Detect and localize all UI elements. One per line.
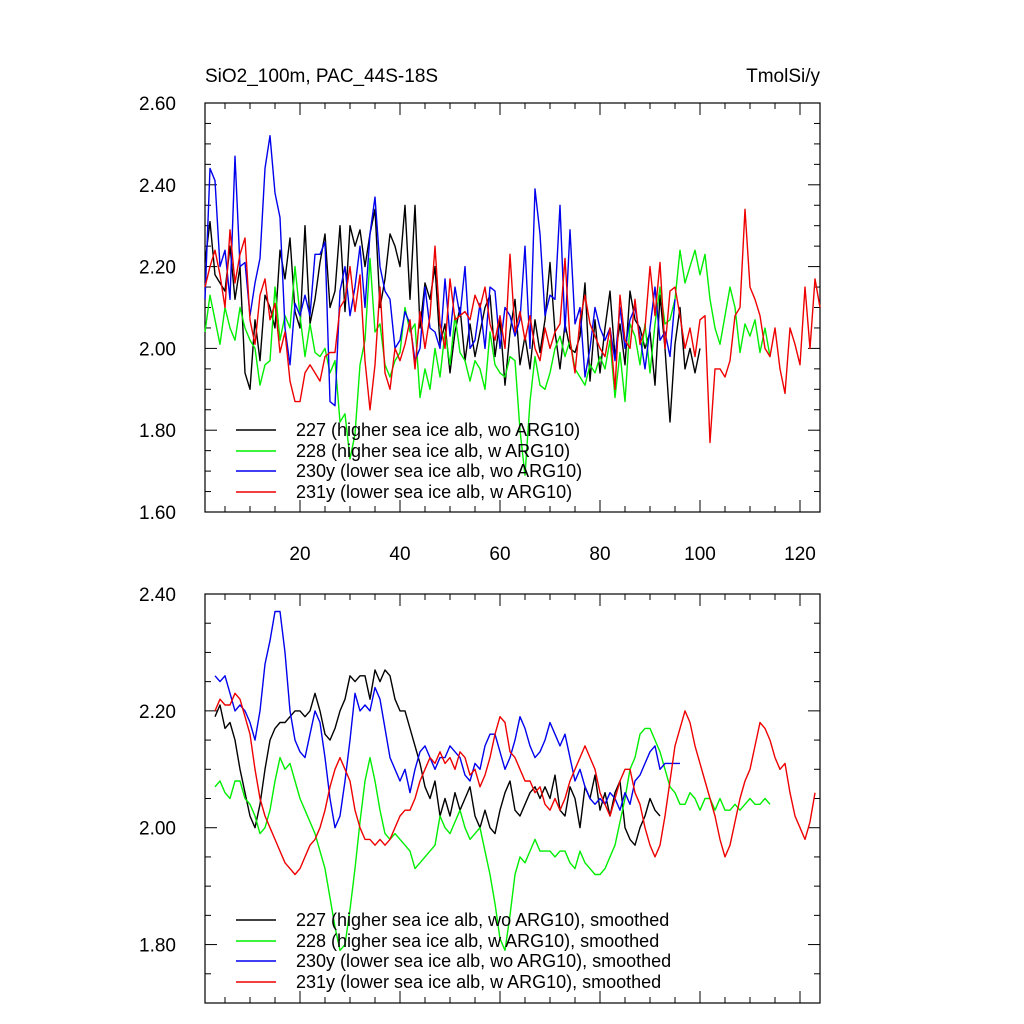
bottom-legend-label-227: 227 (higher sea ice alb, wo ARG10), smoo… [296, 910, 669, 930]
bottom-legend-label-230y: 230y (lower sea ice alb, wo ARG10), smoo… [296, 951, 671, 971]
top-chart-units: TmolSi/y [746, 66, 820, 87]
top-legend-label-230y: 230y (lower sea ice alb, wo ARG10) [296, 461, 582, 481]
top-xtick-label: 20 [289, 544, 310, 565]
top-legend-label-227: 227 (higher sea ice alb, wo ARG10) [296, 420, 580, 440]
bottom-legend: 227 (higher sea ice alb, wo ARG10), smoo… [236, 910, 671, 992]
top-chart-title: SiO2_100m, PAC_44S-18S [205, 66, 438, 87]
bottom-series-group [214, 610, 816, 952]
top-series-230y [204, 134, 676, 407]
bottom-axes: 1.80 2.00 2.20 2.40 [139, 585, 820, 1004]
bottom-series-230y [214, 610, 680, 829]
bottom-legend-label-228: 228 (higher sea ice alb, w ARG10), smoot… [296, 931, 659, 951]
top-xtick-label: 100 [684, 544, 716, 565]
top-ytick-label: 2.40 [139, 176, 176, 197]
top-xtick-label: 40 [389, 544, 410, 565]
top-axes: 1.60 1.80 2.00 2.20 2.40 2.60 20 40 60 80 100 120 [139, 94, 820, 565]
bottom-ytick-label: 2.40 [139, 585, 176, 606]
top-legend: 227 (higher sea ice alb, wo ARG10) 228 (… [236, 420, 582, 502]
top-ytick-label: 1.60 [139, 503, 176, 524]
top-series-231y [204, 208, 821, 444]
bottom-series-231y [214, 692, 816, 876]
top-legend-label-228: 228 (higher sea ice alb, w ARG10) [296, 441, 570, 461]
bottom-legend-label-231y: 231y (lower sea ice alb, w ARG10), smoot… [296, 972, 661, 992]
top-xtick-label: 120 [784, 544, 816, 565]
top-ytick-label: 2.00 [139, 339, 176, 360]
bottom-series-228 [214, 727, 771, 952]
top-ytick-label: 2.60 [139, 94, 176, 115]
top-ytick-label: 1.80 [139, 421, 176, 442]
top-xtick-label: 80 [589, 544, 610, 565]
bottom-ytick-label: 2.00 [139, 819, 176, 840]
bottom-ytick-label: 2.20 [139, 702, 176, 723]
top-legend-label-231y: 231y (lower sea ice alb, w ARG10) [296, 482, 572, 502]
top-xtick-label: 60 [489, 544, 510, 565]
top-ytick-label: 2.20 [139, 258, 176, 279]
top-series-group [204, 134, 821, 476]
bottom-ytick-label: 1.80 [139, 936, 176, 957]
